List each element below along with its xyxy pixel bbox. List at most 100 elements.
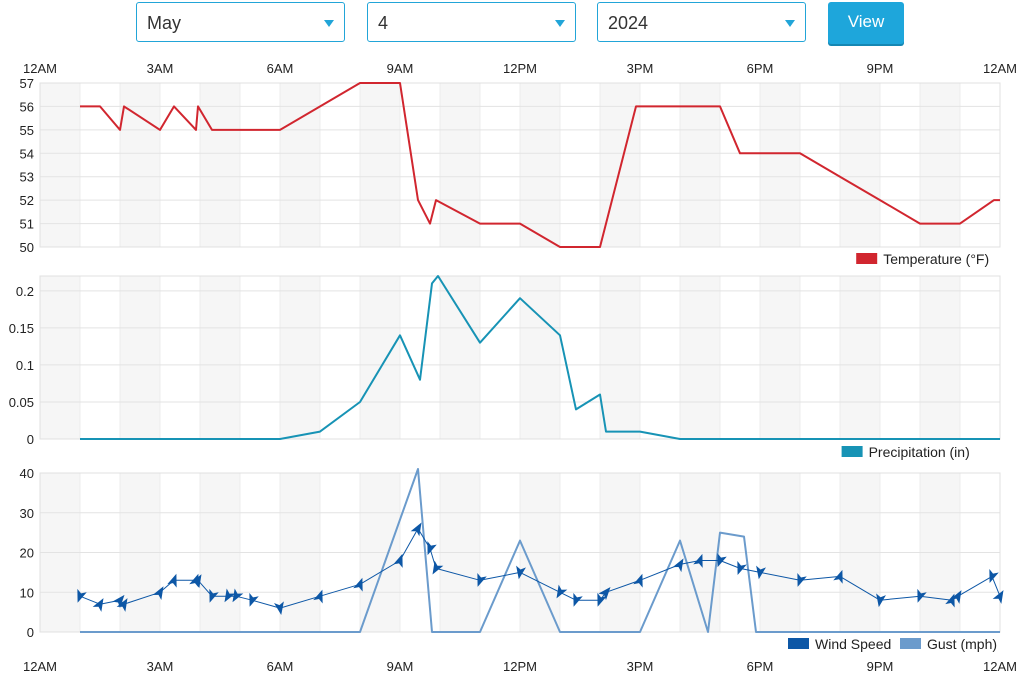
bottom-x-axis-tick-label: 9PM <box>867 659 894 674</box>
legend-label: Gust (mph) <box>927 636 997 652</box>
hour-band <box>40 276 80 439</box>
y-tick-label: 0 <box>27 625 34 640</box>
hour-band <box>840 83 880 247</box>
wind-direction-arrow-icon <box>797 572 807 587</box>
hour-band <box>680 276 720 439</box>
bottom-x-axis-tick-label: 9AM <box>387 659 414 674</box>
hour-band <box>360 276 400 439</box>
y-tick-label: 10 <box>20 585 34 600</box>
wind-direction-arrow-icon <box>224 588 236 603</box>
wind-arrow-shape <box>672 558 684 573</box>
chevron-down-icon <box>555 20 565 27</box>
wind-arrow-shape <box>756 565 766 580</box>
wind-arrow-shape <box>152 586 164 600</box>
hour-band <box>360 83 400 247</box>
legend-swatch <box>900 638 921 649</box>
wind-direction-arrow-icon <box>833 569 843 584</box>
top-x-axis-tick-label: 12AM <box>23 61 57 76</box>
wind-direction-arrow-icon <box>573 592 583 607</box>
hour-band <box>440 276 480 439</box>
hour-band <box>280 276 320 439</box>
toolbar: May 4 2024 View <box>0 0 1024 50</box>
bottom-x-axis-tick-label: 12PM <box>503 659 537 674</box>
wind-direction-arrow-icon <box>232 588 244 603</box>
wind-arrow-shape <box>633 573 643 588</box>
wind-arrow-shape <box>190 574 202 588</box>
wind-direction-arrow-icon <box>992 590 1004 604</box>
wind-direction-arrow-icon <box>737 561 747 575</box>
plot-area <box>39 82 1001 248</box>
day-select[interactable]: 4 <box>367 2 576 42</box>
wind-direction-arrow-icon <box>989 569 999 583</box>
year-select[interactable]: 2024 <box>597 2 806 42</box>
wind-arrow-shape <box>427 541 437 556</box>
legend-swatch <box>856 253 878 264</box>
wind-direction-arrow-icon <box>353 577 363 592</box>
plot-area <box>39 275 1001 440</box>
wind-arrow-shape <box>112 594 125 609</box>
hour-band <box>200 276 240 439</box>
hour-band <box>680 83 720 247</box>
hour-band <box>760 83 800 247</box>
wind-arrow-shape <box>876 593 886 608</box>
wind-direction-arrow-icon <box>950 590 962 604</box>
wind-arrow-shape <box>313 589 323 604</box>
hour-band <box>200 83 240 247</box>
month-select[interactable]: May <box>136 2 345 42</box>
wind-direction-arrow-icon <box>876 593 886 608</box>
hour-band <box>440 83 480 247</box>
wind-direction-arrow-icon <box>77 588 87 603</box>
wind-direction-arrow-icon <box>598 586 611 601</box>
bottom-x-axis-tick-label: 12AM <box>983 659 1017 674</box>
bottom-x-axis-tick-label: 6PM <box>747 659 774 674</box>
wind-arrow-shape <box>249 592 259 607</box>
hour-band <box>520 83 560 247</box>
wind-direction-arrow-icon <box>756 565 766 580</box>
wind-direction-arrow-icon <box>597 592 607 607</box>
y-tick-label: 57 <box>20 76 34 91</box>
wind-arrow-shape <box>232 588 244 603</box>
wind-arrow-shape <box>737 561 747 575</box>
wind-arrow-shape <box>116 598 128 612</box>
y-tick-label: 50 <box>20 240 34 255</box>
bottom-x-axis-tick-label: 12AM <box>23 659 57 674</box>
wind-direction-arrow-icon <box>112 594 125 609</box>
wind-direction-arrow-icon <box>717 553 727 568</box>
wind-arrow-shape <box>353 577 363 592</box>
chevron-down-icon <box>324 20 334 27</box>
y-tick-label: 51 <box>20 217 34 232</box>
top-x-axis-tick-label: 6AM <box>267 61 294 76</box>
legend-swatch <box>788 638 809 649</box>
wind-arrow-shape <box>274 601 284 615</box>
wind-direction-arrow-icon <box>190 574 202 588</box>
wind-arrow-shape <box>950 590 962 604</box>
wind-arrow-shape <box>410 522 422 537</box>
wind-arrow-shape <box>945 593 955 608</box>
wind-direction-arrow-icon <box>516 565 526 580</box>
wind-arrow-shape <box>693 553 703 568</box>
wind-direction-arrow-icon <box>556 584 568 599</box>
day-select-value: 4 <box>378 13 389 33</box>
top-x-axis-tick-label: 12PM <box>503 61 537 76</box>
legend-label: Temperature (°F) <box>883 251 989 267</box>
top-x-axis-tick-label: 6PM <box>747 61 774 76</box>
hour-band <box>120 276 160 439</box>
y-tick-label: 0.1 <box>16 358 34 373</box>
gust-mph-line <box>80 468 1000 633</box>
legend-swatch <box>841 446 863 457</box>
wind-direction-arrow-icon <box>274 601 284 615</box>
wind-direction-arrow-icon <box>152 586 164 600</box>
wind-arrow-shape <box>432 560 444 575</box>
view-button[interactable]: View <box>828 2 904 44</box>
wind-arrow-shape <box>597 592 607 607</box>
wind-arrow-shape <box>573 592 583 607</box>
wind-direction-arrow-icon <box>917 588 927 603</box>
y-tick-label: 20 <box>20 546 34 561</box>
y-tick-label: 0.2 <box>16 284 34 299</box>
top-x-axis-tick-label: 9AM <box>387 61 414 76</box>
wind-arrow-shape <box>989 569 999 583</box>
wind-direction-arrow-icon <box>209 588 219 603</box>
wind-arrow-shape <box>833 569 843 584</box>
wind-arrow-shape <box>598 586 611 601</box>
wind-direction-arrow-icon <box>92 598 104 612</box>
